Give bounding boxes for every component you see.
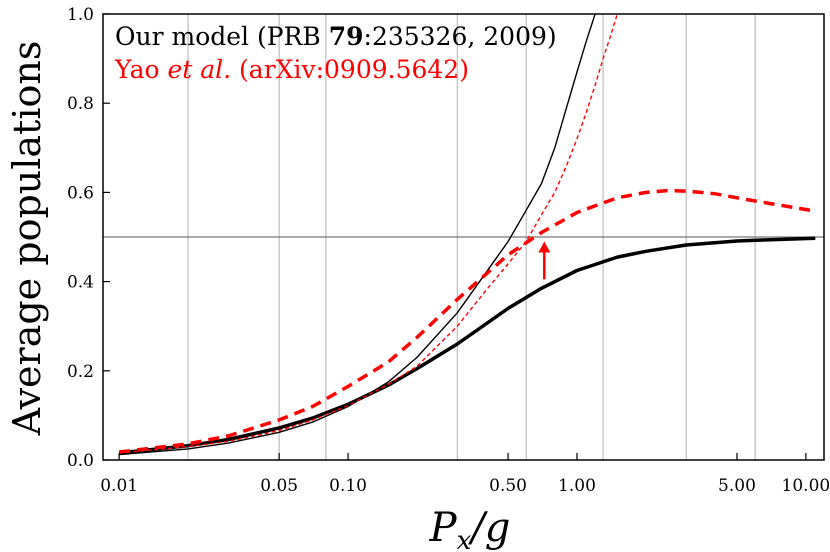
y-tick-label-0: 0.0 <box>67 451 94 471</box>
legend-entry-1-part-0: Yao <box>114 55 167 84</box>
legend-entry-0: Our model (PRB 79:235326, 2009) <box>115 22 557 51</box>
series-1-thin-solid <box>119 14 596 456</box>
legend-entry-1: Yao et al. (arXiv:0909.5642) <box>114 55 469 84</box>
legend-entry-0-part-2: :235326, 2009) <box>364 22 557 51</box>
series-2-thick-dashed <box>118 188 816 454</box>
x-axis-title: Px/g <box>429 505 511 552</box>
series-3-thin-dashed <box>119 14 618 454</box>
y-tick-label-2: 0.4 <box>67 273 94 293</box>
legend-entry-0-part-0: Our model (PRB <box>115 22 329 51</box>
arrow-head <box>538 241 551 253</box>
y-tick-label-1: 0.2 <box>67 362 94 382</box>
x-tick-label-3: 0.50 <box>489 476 527 496</box>
x-tick-label-1: 0.05 <box>260 476 298 496</box>
series-0-thick-solid <box>119 236 816 455</box>
x-tick-label-6: 10.00 <box>782 476 830 496</box>
y-tick-label-5: 1.0 <box>67 5 94 25</box>
ticks-layer: 0.01 0.05 0.10 0.50 1.00 5.00 10.00 0.0 0.2 0.4 0.… <box>67 5 830 496</box>
x-tick-label-2: 0.10 <box>329 476 367 496</box>
x-tick-label-0: 0.01 <box>100 476 138 496</box>
y-tick-label-4: 0.8 <box>67 94 94 114</box>
x-axis-title-rest: /g <box>467 505 510 551</box>
arrow-layer <box>538 241 551 280</box>
series-layer <box>118 14 816 456</box>
legend-entry-1-part-2: (arXiv:0909.5642) <box>231 55 469 84</box>
legend: Our model (PRB 79:235326, 2009) Yao et al… <box>114 22 557 84</box>
x-tick-label-5: 5.00 <box>718 476 756 496</box>
y-axis-title: Average populations <box>5 41 49 437</box>
x-axis-title-main: P <box>429 505 458 551</box>
legend-entry-1-part-1: et al. <box>167 55 231 84</box>
plot-frame <box>102 13 825 461</box>
y-tick-label-3: 0.6 <box>67 183 94 203</box>
legend-entry-0-part-1: 79 <box>329 22 364 51</box>
x-tick-label-4: 1.00 <box>558 476 596 496</box>
x-axis-title-subscript: x <box>457 526 472 552</box>
